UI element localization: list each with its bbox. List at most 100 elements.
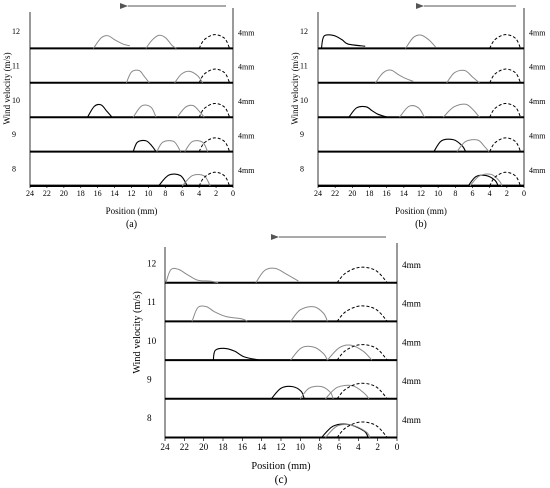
velocity-row: 10 4mm bbox=[300, 96, 546, 119]
scale-label: 4mm bbox=[238, 63, 255, 72]
profile-curve-dashed bbox=[198, 34, 231, 49]
profile-curve-dashed bbox=[489, 68, 522, 84]
x-tick-label: 22 bbox=[43, 189, 51, 198]
scale-label: 4mm bbox=[238, 132, 255, 141]
x-tick-label: 24 bbox=[314, 189, 322, 198]
profile-curve-black bbox=[467, 174, 499, 187]
scale-label: 4mm bbox=[238, 28, 255, 37]
x-axis-label: Position (mm) bbox=[106, 206, 158, 216]
x-tick-label: 16 bbox=[94, 189, 102, 198]
velocity-row: 12 4mm bbox=[300, 27, 546, 50]
profile-curve-dashed bbox=[336, 344, 388, 361]
x-tick-label: 4 bbox=[356, 442, 361, 452]
profile-curve-gray bbox=[184, 140, 209, 152]
profile-curve-dashed bbox=[198, 102, 231, 118]
profile-curve-gray bbox=[156, 140, 181, 152]
x-tick-label: 20 bbox=[348, 189, 356, 198]
profile-curve-gray bbox=[327, 344, 373, 361]
x-tick-label: 14 bbox=[257, 442, 267, 452]
profile-curve-gray bbox=[181, 173, 211, 187]
velocity-row: 8 4mm bbox=[300, 165, 546, 187]
profile-curve-black bbox=[212, 347, 260, 361]
profile-curve-gray bbox=[176, 104, 205, 118]
x-tick-label: 10 bbox=[296, 442, 306, 452]
velocity-label: 10 bbox=[300, 96, 308, 105]
x-tick-label: 20 bbox=[60, 189, 68, 198]
profile-curve-dashed bbox=[198, 137, 231, 152]
x-tick-label: 6 bbox=[180, 189, 184, 198]
profile-curve-gray bbox=[325, 424, 371, 438]
velocity-row: 8 4mm bbox=[147, 413, 421, 439]
profile-curve-black bbox=[348, 105, 388, 118]
x-tick-label: 0 bbox=[231, 189, 235, 198]
scale-label: 4mm bbox=[238, 166, 255, 175]
scale-label: 4mm bbox=[402, 415, 421, 425]
panel-label: (c) bbox=[275, 474, 288, 486]
velocity-row: 10 4mm bbox=[12, 96, 255, 119]
velocity-label: 12 bbox=[300, 27, 308, 36]
velocity-label: 10 bbox=[12, 96, 20, 105]
profile-curve-black bbox=[132, 139, 157, 152]
profile-curve-dashed bbox=[336, 266, 388, 284]
velocity-label: 9 bbox=[12, 130, 16, 139]
profile-curve-black bbox=[87, 103, 113, 118]
panel-label: (b) bbox=[415, 219, 427, 230]
velocity-label: 12 bbox=[12, 27, 20, 36]
x-tick-label: 12 bbox=[417, 189, 425, 198]
x-tick-label: 0 bbox=[522, 189, 526, 198]
x-axis-label: Position (mm) bbox=[251, 461, 310, 472]
velocity-row: 11 4mm bbox=[147, 297, 421, 323]
velocity-row: 9 4mm bbox=[300, 130, 546, 153]
x-tick-label: 8 bbox=[163, 189, 167, 198]
profile-curve-gray bbox=[125, 69, 150, 84]
x-tick-label: 2 bbox=[505, 189, 509, 198]
velocity-row: 9 4mm bbox=[147, 375, 421, 400]
scale-label: 4mm bbox=[529, 132, 546, 141]
velocity-row: 11 4mm bbox=[300, 61, 546, 84]
x-tick-label: 14 bbox=[400, 189, 408, 198]
x-tick-label: 6 bbox=[471, 189, 475, 198]
profile-curve-dashed bbox=[489, 137, 522, 152]
x-tick-label: 2 bbox=[375, 442, 380, 452]
profile-curve-gray bbox=[145, 34, 177, 49]
profile-curve-gray bbox=[446, 69, 480, 84]
x-tick-label: 8 bbox=[453, 189, 457, 198]
profile-curve-dashed bbox=[489, 102, 522, 118]
scale-label: 4mm bbox=[529, 166, 546, 175]
profile-curve-gray bbox=[299, 385, 334, 400]
x-tick-label: 2 bbox=[214, 189, 218, 198]
x-tick-label: 12 bbox=[128, 189, 136, 198]
x-tick-label: 18 bbox=[77, 189, 85, 198]
x-tick-label: 20 bbox=[199, 442, 209, 452]
velocity-label: 9 bbox=[147, 375, 152, 385]
profile-curve-gray bbox=[456, 139, 490, 152]
profile-curve-gray bbox=[255, 267, 299, 283]
profile-curve-dashed bbox=[489, 171, 522, 187]
x-tick-label: 18 bbox=[366, 189, 374, 198]
x-tick-label: 10 bbox=[434, 189, 442, 198]
x-tick-label: 16 bbox=[383, 189, 391, 198]
profile-curve-black bbox=[270, 385, 305, 400]
x-tick-label: 22 bbox=[331, 189, 339, 198]
velocity-label: 11 bbox=[12, 61, 20, 70]
x-tick-label: 6 bbox=[337, 442, 342, 452]
x-tick-label: 0 bbox=[395, 442, 400, 452]
profile-curve-gray bbox=[290, 345, 328, 361]
profile-curve-gray bbox=[442, 103, 480, 118]
x-tick-label: 14 bbox=[111, 189, 119, 198]
profile-curve-dashed bbox=[198, 171, 231, 187]
scale-label: 4mm bbox=[529, 28, 546, 37]
profile-curve-gray bbox=[325, 384, 370, 400]
profile-curve-gray bbox=[405, 34, 436, 49]
velocity-label: 11 bbox=[147, 297, 156, 307]
scale-label: 4mm bbox=[529, 97, 546, 106]
scale-label: 4mm bbox=[402, 337, 421, 347]
velocity-row: 11 4mm bbox=[12, 61, 255, 84]
velocity-row: 8 4mm bbox=[12, 165, 255, 187]
velocity-row: 12 4mm bbox=[12, 27, 255, 50]
